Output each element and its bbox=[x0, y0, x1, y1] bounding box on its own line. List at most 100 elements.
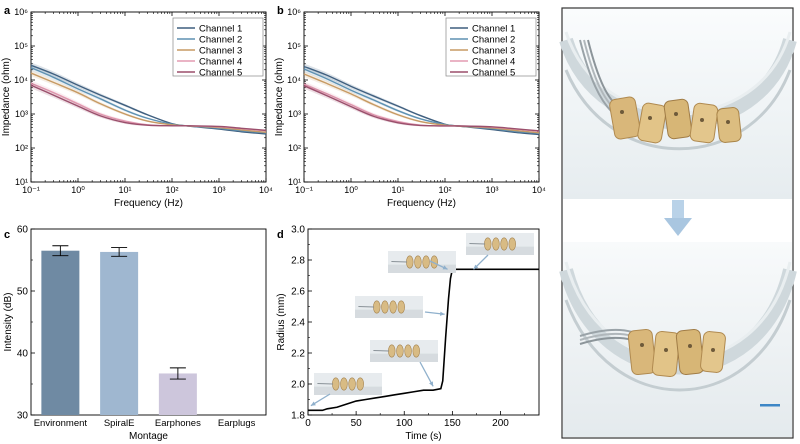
inset-photo-tube bbox=[355, 309, 423, 318]
x-tick-label: 50 bbox=[351, 418, 363, 429]
spiral-electrode-top bbox=[609, 96, 742, 144]
bar-spirale bbox=[100, 251, 139, 415]
y-tick-label: 10³ bbox=[288, 109, 301, 119]
inset-coil bbox=[422, 255, 430, 269]
y-tick-label: 2.4 bbox=[291, 318, 305, 329]
inset-coil bbox=[396, 344, 404, 358]
inset-coil bbox=[406, 255, 414, 269]
series-line-channel-3 bbox=[30, 72, 267, 133]
x-axis-label: Montage bbox=[129, 431, 168, 442]
series-line-channel-3 bbox=[303, 73, 540, 134]
legend-label-5: Channel 5 bbox=[472, 68, 515, 79]
panel-label-c: c bbox=[4, 229, 10, 241]
x-axis-label: Frequency (Hz) bbox=[114, 198, 183, 209]
panel-e-photo bbox=[559, 7, 797, 439]
inset-photo-1 bbox=[314, 373, 382, 395]
legend-label-2: Channel 2 bbox=[199, 35, 242, 46]
bar-earphones bbox=[158, 373, 197, 415]
inset-arrowhead bbox=[473, 264, 479, 270]
plot-frame bbox=[30, 11, 267, 183]
y-tick-label: 1.8 bbox=[291, 411, 305, 422]
inset-coil bbox=[508, 237, 516, 251]
y-tick-label: 10⁶ bbox=[14, 7, 28, 17]
y-tick-label: 10² bbox=[288, 143, 301, 153]
series-line-channel-4 bbox=[303, 83, 540, 132]
y-tick-label: 2.6 bbox=[291, 287, 305, 298]
legend-label-3: Channel 3 bbox=[199, 46, 242, 57]
plot-frame bbox=[303, 11, 540, 183]
photo-top-tube bbox=[559, 9, 797, 199]
panel-label-d: d bbox=[277, 229, 284, 241]
photo-bottom-tube bbox=[559, 242, 797, 437]
x-tick-label: SpiralE bbox=[104, 418, 135, 429]
x-tick-label: 10⁰ bbox=[344, 185, 358, 195]
series-line-channel-5 bbox=[30, 84, 267, 132]
panel-b-impedance-chart: 10⁻¹ 10⁰ 10¹ 10² 10³ 10⁴ 10¹ 10² 10³ 10⁴ 10⁵ 10⁶ Fre… bbox=[274, 7, 546, 209]
inset-coil bbox=[492, 237, 500, 251]
x-tick-label: 100 bbox=[396, 418, 413, 429]
x-axis-label: Frequency (Hz) bbox=[387, 198, 456, 209]
y-tick-label: 2.8 bbox=[291, 256, 305, 267]
x-axis-label: Time (s) bbox=[405, 431, 441, 442]
radius-line bbox=[308, 268, 539, 412]
legend-label-5: Channel 5 bbox=[199, 68, 242, 79]
panel-label-a: a bbox=[4, 5, 11, 17]
x-tick-label: 10⁻¹ bbox=[295, 185, 313, 195]
inset-coil bbox=[332, 377, 340, 391]
x-tick-label: 10⁻¹ bbox=[22, 185, 40, 195]
legend-label-1: Channel 1 bbox=[199, 24, 242, 35]
y-tick-label: 10⁶ bbox=[287, 7, 301, 17]
x-tick-label: 0 bbox=[305, 418, 311, 429]
inset-coil bbox=[397, 300, 405, 314]
x-tick-label: 10⁴ bbox=[532, 185, 546, 195]
inset-coil bbox=[500, 237, 508, 251]
inset-photo-tube bbox=[388, 264, 456, 273]
inset-photo-tube bbox=[466, 246, 534, 255]
series-line-channel-2 bbox=[30, 67, 267, 134]
y-tick-label: 50 bbox=[17, 287, 29, 298]
inset-photo-5 bbox=[466, 233, 534, 255]
y-tick-label: 2.0 bbox=[291, 380, 305, 391]
x-tick-label: 10³ bbox=[485, 185, 498, 195]
inset-coil bbox=[412, 344, 420, 358]
y-tick-label: 10² bbox=[15, 143, 28, 153]
series-line-channel-1 bbox=[303, 65, 540, 136]
inset-coil bbox=[404, 344, 412, 358]
x-tick-label: 10² bbox=[165, 185, 178, 195]
inset-arrowhead bbox=[429, 381, 434, 387]
y-tick-label: 2.2 bbox=[291, 349, 305, 360]
series-line-channel-1 bbox=[30, 64, 267, 135]
x-tick-label: 10¹ bbox=[391, 185, 404, 195]
inset-photo-tube bbox=[314, 386, 382, 395]
y-tick-label: 10¹ bbox=[15, 177, 28, 187]
inset-coil bbox=[388, 344, 396, 358]
inset-coil bbox=[381, 300, 389, 314]
legend-label-2: Channel 2 bbox=[472, 35, 515, 46]
panel-label-b: b bbox=[277, 5, 284, 17]
down-arrow-icon bbox=[664, 200, 692, 236]
spiral-electrode-bottom bbox=[627, 328, 726, 378]
inset-arrow bbox=[419, 361, 434, 387]
inset-photo-3 bbox=[355, 296, 423, 318]
y-tick-label: 10⁵ bbox=[14, 41, 28, 51]
y-tick-label: 10⁴ bbox=[287, 75, 301, 85]
y-axis-label: Radius (mm) bbox=[276, 293, 287, 350]
panel-c-intensity-bar-chart: Environment SpiralE Earphones Earplugs 30 40 5… bbox=[3, 225, 267, 442]
x-tick-label: Earphones bbox=[155, 418, 201, 429]
panel-d-radius-chart: 0 50 100 150 200 1.8 2.0 2.2 2.4 2.6 2.8 3.0 Time (s… bbox=[276, 225, 540, 442]
y-axis-label: Impedance (ohm) bbox=[274, 58, 285, 136]
legend-label-4: Channel 4 bbox=[472, 57, 515, 68]
y-tick-label: 10³ bbox=[15, 109, 28, 119]
x-tick-label: 10⁰ bbox=[71, 185, 85, 195]
inset-arrowhead bbox=[442, 265, 448, 270]
series-line-channel-2 bbox=[303, 68, 540, 135]
inset-photo-4 bbox=[388, 251, 456, 273]
inset-photo-2 bbox=[370, 340, 438, 362]
x-tick-label: Earplugs bbox=[218, 418, 256, 429]
series-line-channel-5 bbox=[303, 85, 540, 132]
inset-coil bbox=[356, 377, 364, 391]
x-tick-label: 10¹ bbox=[118, 185, 131, 195]
inset-arrowhead bbox=[439, 311, 445, 316]
bar-environment bbox=[41, 250, 80, 415]
x-tick-label: 10⁴ bbox=[259, 185, 273, 195]
